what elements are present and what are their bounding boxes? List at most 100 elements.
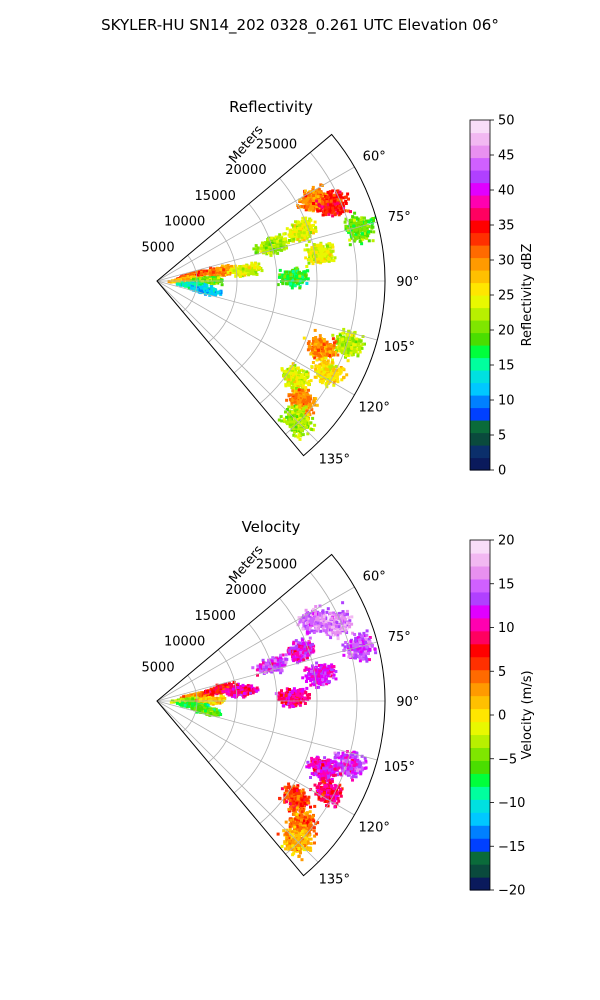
echo-cell	[226, 264, 230, 267]
echo-cell	[241, 267, 245, 271]
echo-cell	[352, 339, 356, 343]
echo-cell	[311, 262, 315, 266]
echo-cell	[301, 200, 305, 204]
echo-cell	[234, 274, 238, 278]
echo-cell	[302, 336, 306, 340]
echo-cell	[212, 277, 216, 281]
echo-cell	[250, 261, 254, 265]
echo-cell	[278, 275, 281, 279]
echo-cell	[340, 210, 344, 214]
echo-cell	[335, 201, 339, 205]
echo-cell	[326, 250, 330, 254]
echo-cell	[346, 351, 350, 355]
echo-cell	[275, 239, 279, 243]
echo-cell	[252, 269, 256, 273]
echo-cell	[312, 224, 315, 227]
echo-cell	[358, 227, 362, 231]
echo-cell	[176, 282, 180, 286]
echo-cell	[331, 189, 335, 193]
echo-cell	[270, 236, 274, 240]
echo-cell	[319, 243, 323, 247]
echo-cell	[357, 342, 361, 346]
echo-cell	[312, 411, 316, 415]
echo-cell	[306, 248, 310, 252]
echo-cell	[269, 253, 273, 257]
echo-cell	[209, 266, 212, 270]
echo-cell	[300, 388, 304, 392]
echo-cell	[344, 336, 348, 340]
echo-cell	[309, 200, 312, 203]
echo-cell	[331, 337, 335, 341]
echo-cell	[336, 335, 339, 339]
echo-cell	[238, 268, 242, 272]
echo-cell	[283, 275, 287, 279]
axes-title: Reflectivity	[229, 98, 313, 116]
echo-cell	[175, 278, 179, 282]
echo-cell	[305, 265, 309, 268]
echo-cell	[310, 348, 314, 352]
echo-cell	[307, 258, 311, 261]
echo-cell	[243, 271, 247, 275]
echo-cell	[331, 214, 335, 218]
echo-cell	[186, 274, 190, 278]
echo-cell	[257, 262, 261, 266]
echo-cell	[191, 276, 195, 279]
echo-cell	[301, 384, 305, 388]
echo-cell	[243, 273, 247, 277]
echo-cell	[230, 268, 234, 272]
echo-cell	[346, 359, 350, 363]
echo-cell	[309, 251, 313, 255]
echo-cell	[197, 271, 201, 275]
echo-cell	[238, 272, 242, 276]
echo-cell	[289, 231, 292, 234]
echo-cell	[339, 206, 343, 210]
echo-cell	[321, 259, 325, 263]
echo-cell	[297, 388, 301, 392]
echo-cell	[292, 227, 296, 231]
echo-cell	[254, 251, 258, 255]
echo-cell	[352, 347, 356, 351]
echo-cell	[282, 369, 286, 373]
echo-cell	[317, 190, 321, 194]
echo-cell	[366, 234, 370, 238]
echo-cell	[245, 269, 249, 273]
echo-cell	[338, 190, 342, 194]
echo-cell	[371, 239, 375, 243]
echo-cell	[205, 289, 209, 292]
echo-cell	[315, 358, 319, 362]
echo-cell	[250, 271, 254, 274]
reflectivity-panel: Reflectivity500010000150002000025000Mete…	[142, 98, 535, 479]
echo-cell	[347, 197, 350, 201]
echo-cell	[303, 189, 307, 193]
echo-cell	[329, 199, 333, 203]
echo-cell	[323, 361, 327, 365]
echo-cell	[199, 272, 203, 276]
echo-cell	[332, 341, 336, 345]
echo-cell	[298, 286, 302, 290]
echo-cell	[216, 269, 220, 273]
echo-cell	[282, 374, 285, 377]
echo-cell	[220, 272, 224, 276]
echo-cell	[331, 209, 335, 213]
echo-cell	[284, 383, 288, 387]
echo-cell	[320, 256, 324, 260]
echo-cell	[245, 266, 249, 270]
echo-cell	[311, 361, 315, 364]
echo-cell	[276, 251, 280, 255]
echo-cell	[333, 256, 337, 260]
echo-cell	[247, 273, 251, 277]
echo-cell	[359, 339, 363, 343]
echo-cell	[325, 200, 329, 204]
echo-cell	[297, 220, 301, 224]
echo-cell	[348, 238, 352, 242]
echo-cell	[292, 378, 295, 382]
echo-cell	[214, 275, 218, 279]
echo-cell	[311, 185, 315, 189]
echo-cell	[306, 348, 310, 352]
echo-cell	[289, 282, 293, 286]
echo-cell	[282, 232, 286, 236]
echo-cell	[167, 280, 171, 284]
echo-cell	[227, 267, 231, 271]
echo-cell	[302, 400, 306, 403]
echo-cell	[318, 334, 322, 338]
